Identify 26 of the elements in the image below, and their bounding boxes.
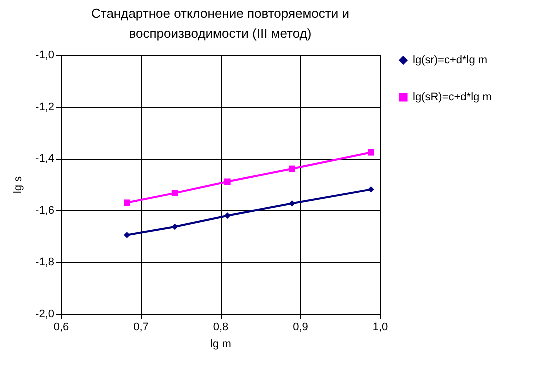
chart-title: Стандартное отклонение повторяемости и воспроизводимости (III метод) xyxy=(92,6,350,41)
x-tick-label: 0,9 xyxy=(293,322,308,334)
point xyxy=(368,149,374,156)
point xyxy=(172,190,178,196)
point xyxy=(172,224,178,230)
y-tick-label: -1,8 xyxy=(36,256,54,269)
point xyxy=(289,200,296,207)
y-tick-label: -1,2 xyxy=(36,101,54,114)
x-tick-label: 1,0 xyxy=(372,322,388,334)
x-tick-label: 0,6 xyxy=(54,322,70,334)
x-tick-label: 0,7 xyxy=(134,322,149,334)
point xyxy=(368,186,374,193)
y-tick-label: -1,0 xyxy=(36,50,54,62)
legend-label: lg(sR)=c+d*lg m xyxy=(413,92,492,104)
y-tick-label: -1,4 xyxy=(36,153,54,166)
y-tick-label: -2,0 xyxy=(36,308,54,320)
y-tick-label: -1,6 xyxy=(36,204,54,217)
y-axis-title: lg s xyxy=(12,176,25,194)
x-tick-label: 0,8 xyxy=(213,322,229,334)
legend-label: lg(sr)=c+d*lg m xyxy=(413,54,488,66)
x-axis-title: lg m xyxy=(210,338,232,350)
point xyxy=(124,200,130,206)
point xyxy=(289,166,296,172)
point xyxy=(224,178,231,186)
point xyxy=(224,212,231,219)
point xyxy=(124,232,130,238)
